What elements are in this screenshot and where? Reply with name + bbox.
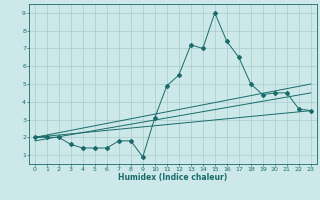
X-axis label: Humidex (Indice chaleur): Humidex (Indice chaleur) [118, 173, 228, 182]
